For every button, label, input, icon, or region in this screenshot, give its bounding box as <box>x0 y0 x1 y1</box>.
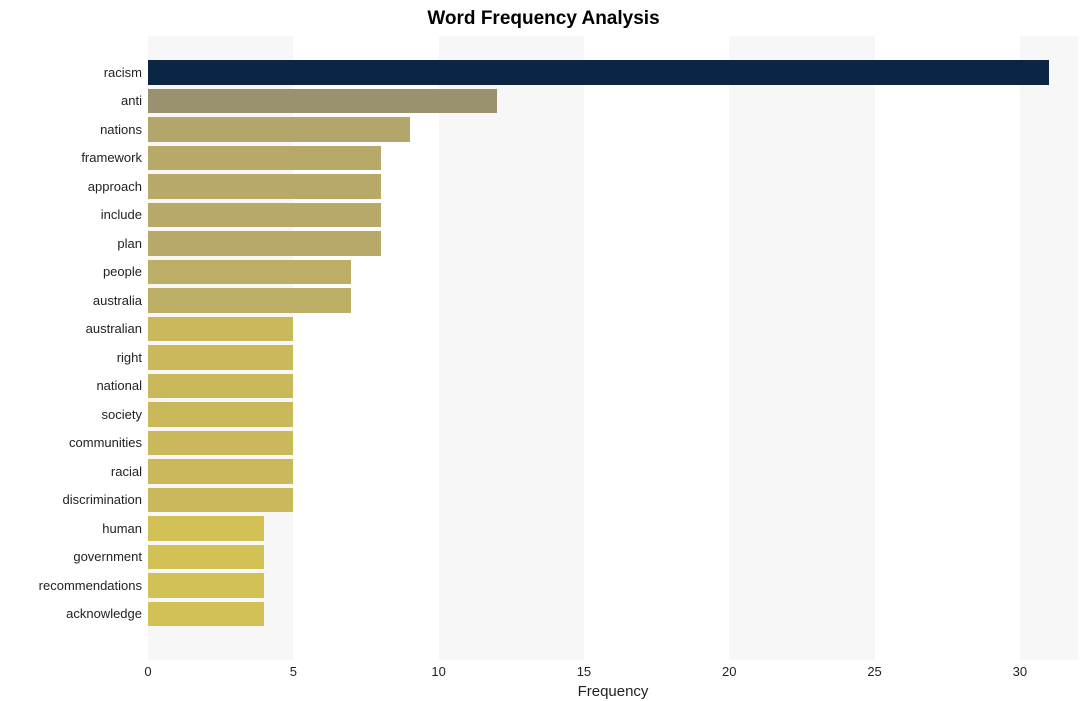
bar-row <box>148 372 1078 401</box>
bar-row <box>148 486 1078 515</box>
y-tick-label: anti <box>121 93 142 108</box>
y-tick-label: australian <box>86 321 142 336</box>
y-tick-label: government <box>73 549 142 564</box>
y-tick-label: racial <box>111 464 142 479</box>
x-axis-label: Frequency <box>148 683 1078 700</box>
x-tick-label: 30 <box>1013 664 1027 679</box>
bar-row <box>148 144 1078 173</box>
x-tick-label: 20 <box>722 664 736 679</box>
y-tick-label: include <box>101 207 142 222</box>
y-tick-label: communities <box>69 435 142 450</box>
bar <box>148 602 264 627</box>
bar <box>148 60 1049 85</box>
y-tick-label: plan <box>117 236 142 251</box>
bar-row <box>148 571 1078 600</box>
bar-row <box>148 201 1078 230</box>
bar-row <box>148 429 1078 458</box>
bar <box>148 231 381 256</box>
bar <box>148 174 381 199</box>
bar <box>148 203 381 228</box>
bar-row <box>148 286 1078 315</box>
y-tick-label: approach <box>88 179 142 194</box>
y-tick-label: nations <box>100 122 142 137</box>
bar <box>148 431 293 456</box>
bar <box>148 317 293 342</box>
bar-row <box>148 58 1078 87</box>
bar <box>148 146 381 171</box>
bar <box>148 545 264 570</box>
bar <box>148 459 293 484</box>
bar-row <box>148 400 1078 429</box>
plot-area <box>148 36 1078 660</box>
bar-row <box>148 315 1078 344</box>
y-tick-label: human <box>102 521 142 536</box>
bar <box>148 573 264 598</box>
bar-row <box>148 457 1078 486</box>
bar-row <box>148 258 1078 287</box>
chart-title: Word Frequency Analysis <box>0 8 1087 30</box>
y-tick-label: society <box>102 407 142 422</box>
bar-row <box>148 87 1078 116</box>
bar-row <box>148 600 1078 629</box>
y-tick-label: recommendations <box>39 578 142 593</box>
bar-row <box>148 343 1078 372</box>
bar <box>148 402 293 427</box>
bar <box>148 488 293 513</box>
y-tick-label: australia <box>93 293 142 308</box>
bar-row <box>148 229 1078 258</box>
bar-row <box>148 172 1078 201</box>
chart-container: Word Frequency Analysis Frequency racism… <box>0 0 1087 701</box>
bar-row <box>148 514 1078 543</box>
y-tick-label: discrimination <box>63 492 142 507</box>
bar <box>148 345 293 370</box>
x-tick-label: 5 <box>290 664 297 679</box>
bar <box>148 89 497 114</box>
x-tick-label: 15 <box>577 664 591 679</box>
bar <box>148 374 293 399</box>
y-tick-label: acknowledge <box>66 606 142 621</box>
bar-row <box>148 115 1078 144</box>
y-tick-label: framework <box>81 150 142 165</box>
bar <box>148 117 410 142</box>
y-tick-label: racism <box>104 65 142 80</box>
x-tick-label: 25 <box>867 664 881 679</box>
y-tick-label: national <box>96 378 142 393</box>
bar-row <box>148 543 1078 572</box>
y-tick-label: right <box>117 350 142 365</box>
bar <box>148 288 351 313</box>
bar <box>148 516 264 541</box>
y-tick-label: people <box>103 264 142 279</box>
x-tick-label: 0 <box>144 664 151 679</box>
bar <box>148 260 351 285</box>
x-tick-label: 10 <box>431 664 445 679</box>
